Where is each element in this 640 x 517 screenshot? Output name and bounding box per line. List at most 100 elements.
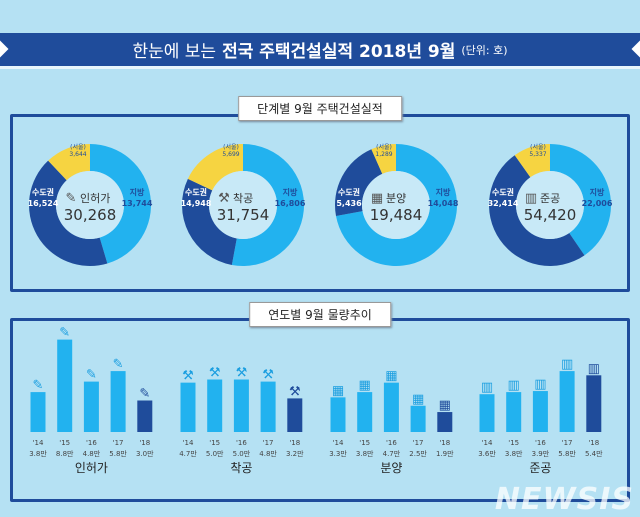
donut-slice-capital [334,149,383,217]
donut-name: 인허가 [80,192,110,205]
year-label: '17 [113,439,124,447]
bar [383,382,399,432]
building-icon: ▥ [588,361,600,376]
local-label: 지방 [436,187,451,197]
bar [559,371,575,432]
year-label: '16 [535,439,546,447]
title-bold: 전국 주택건설실적 2018년 9월 [222,42,456,62]
value-label: 3.8만 [505,449,523,458]
bar [110,371,126,432]
presenter-board-icon: ▦ [359,378,371,393]
bar [207,379,223,432]
title-banner: 한눈에 보는 전국 주택건설실적 2018년 9월 (단위: 호) [0,33,640,69]
value-label: 8.8만 [56,449,74,458]
value-label: 1.9만 [436,449,454,458]
value-label: 4.7만 [383,449,401,458]
year-label: '18 [439,439,450,447]
year-label: '18 [289,439,300,447]
group-label: 분양 [380,461,402,475]
capital-value: 16,524 [28,199,59,208]
value-label: 3.0만 [136,449,154,458]
crane-icon: ⚒ [289,384,301,399]
donut-slice-capital [181,178,237,265]
donut-slice-seoul [48,144,90,181]
document-pen-icon: ✎ [33,378,44,393]
seoul-label: (서울) [530,143,546,151]
bar [410,405,426,432]
donut-slice-seoul [514,144,550,178]
capital-label: 수도권 [185,187,207,197]
document-pen-icon: ✎ [113,357,124,372]
local-value: 22,006 [582,199,613,208]
bar [180,382,196,432]
value-label: 3.8만 [356,449,374,458]
building-icon: ▥ [481,380,493,395]
unit-label: (단위: 호) [461,43,508,57]
crane-icon: ⚒ [236,366,248,381]
capital-label: 수도권 [32,187,54,197]
donut-center [209,171,277,239]
capital-label: 수도권 [338,187,360,197]
document-pen-icon: ✎ [59,326,70,341]
local-value: 14,048 [428,199,459,208]
bar [30,392,46,432]
donut-slice-capital [488,155,585,267]
crane-icon: ⚒ [262,368,274,383]
local-label: 지방 [590,187,605,197]
value-label: 5.0만 [206,449,224,458]
value-label: 3.8만 [29,449,47,458]
donut-slice-capital [29,160,108,266]
value-label: 3.3만 [329,449,347,458]
bar [437,412,453,432]
presenter-board-icon: ▦ [412,392,424,407]
value-label: 4.8만 [83,449,101,458]
value-label: 5.8만 [558,449,576,458]
crane-icon: ⚒ [209,366,221,381]
year-label: '16 [236,439,247,447]
donut-slice-seoul [187,144,243,191]
donut-total: 54,420 [524,206,577,224]
bar [83,381,99,432]
document-pen-icon: ✎ [139,387,150,402]
donut-slice-local [550,144,612,256]
document-pen-icon: ✎ [66,191,77,206]
year-label: '17 [562,439,573,447]
year-label: '18 [139,439,150,447]
seoul-value: 1,289 [375,151,392,158]
building-icon: ▥ [561,357,573,372]
group-label: 착공 [230,461,252,475]
crane-icon: ⚒ [218,191,230,206]
local-label: 지방 [130,187,145,197]
donut-total: 19,484 [370,206,423,224]
year-label: '17 [413,439,424,447]
value-label: 3.2만 [286,449,304,458]
year-label: '15 [209,439,220,447]
bar [357,392,373,432]
bar [532,391,548,432]
donut-slice-seoul [371,144,396,174]
seoul-value: 5,337 [529,151,546,158]
bar [330,397,346,432]
document-pen-icon: ✎ [86,368,97,383]
year-label: '15 [508,439,519,447]
seoul-label: (서울) [70,143,86,151]
year-label: '16 [386,439,397,447]
capital-value: 5,436 [336,199,362,208]
value-label: 4.8만 [259,449,277,458]
year-label: '16 [86,439,97,447]
building-icon: ▥ [508,378,520,393]
donut-total: 31,754 [217,206,270,224]
local-label: 지방 [283,187,298,197]
seoul-label: (서울) [223,143,239,151]
local-value: 16,806 [275,199,306,208]
value-label: 4.7만 [179,449,197,458]
bar [479,394,495,432]
value-label: 2.5만 [409,449,427,458]
year-label: '15 [59,439,70,447]
donut-center [362,171,430,239]
capital-value: 32,414 [488,199,519,208]
year-label: '14 [33,439,44,447]
building-icon: ▥ [534,377,546,392]
donut-total: 30,268 [64,206,117,224]
donut-center [56,171,124,239]
